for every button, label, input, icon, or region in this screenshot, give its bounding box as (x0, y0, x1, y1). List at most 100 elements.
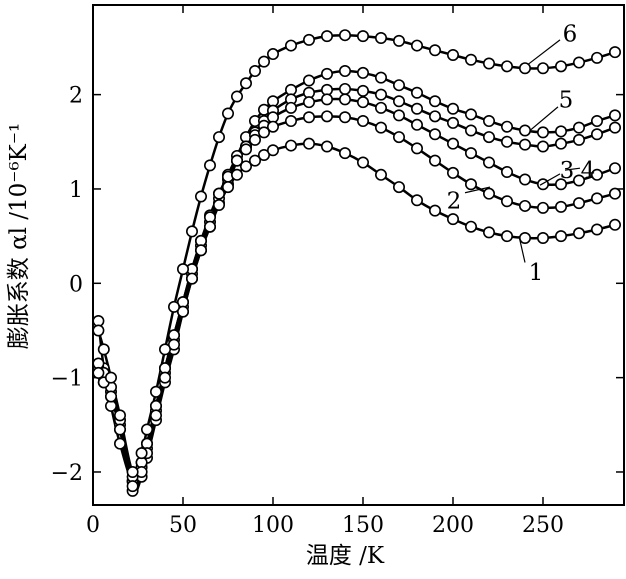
curve-label-leader (539, 173, 561, 186)
data-point (446, 137, 459, 150)
data-point (284, 115, 297, 128)
data-point (257, 55, 270, 68)
data-point (590, 115, 603, 128)
x-axis-title: 温度 /K (306, 543, 385, 569)
data-point (177, 305, 190, 318)
data-point (428, 44, 441, 57)
data-point (464, 220, 477, 233)
data-point (500, 165, 513, 178)
data-point (554, 200, 567, 213)
data-point (356, 96, 369, 109)
data-point (518, 173, 531, 186)
data-point (213, 199, 226, 212)
x-tick-label: 150 (342, 513, 384, 538)
data-point (338, 65, 351, 78)
data-point (590, 223, 603, 236)
data-point (500, 120, 513, 133)
data-point (446, 213, 459, 226)
data-point (482, 57, 495, 70)
data-point (536, 201, 549, 214)
data-point (392, 95, 405, 108)
data-point (464, 53, 477, 66)
data-point (518, 232, 531, 245)
data-point (608, 121, 621, 134)
data-point (608, 109, 621, 122)
data-point (482, 226, 495, 239)
data-point (536, 232, 549, 245)
data-point (518, 199, 531, 212)
data-point (105, 371, 118, 384)
data-point (204, 220, 217, 233)
data-point (356, 30, 369, 43)
data-point (249, 133, 262, 146)
data-point (392, 181, 405, 194)
data-point (518, 62, 531, 75)
data-point (186, 225, 199, 238)
data-point (410, 118, 423, 131)
curve-label-leader (527, 39, 561, 65)
data-point (482, 115, 495, 128)
plot-frame (92, 4, 625, 506)
data-point (114, 423, 127, 436)
data-point (257, 126, 270, 139)
series-curve-3 (97, 97, 616, 485)
x-tick-label: 100 (252, 513, 294, 538)
data-point (126, 480, 139, 493)
data-point (302, 74, 315, 87)
data-point (590, 51, 603, 64)
data-point (392, 131, 405, 144)
data-point (356, 84, 369, 97)
data-point (554, 178, 567, 191)
curve-label: 5 (559, 87, 574, 113)
data-point (590, 128, 603, 141)
data-point (284, 139, 297, 152)
curve-label: 2 (447, 188, 462, 214)
x-tick-label: 200 (432, 513, 474, 538)
curve-labels: 5 43 2 1 6 (447, 21, 596, 286)
data-point (554, 137, 567, 150)
data-point (338, 93, 351, 106)
curve-label: 1 (529, 260, 544, 286)
x-tick-label: 0 (86, 513, 100, 538)
data-point (500, 135, 513, 148)
data-point (231, 154, 244, 167)
y-tick-label: 1 (69, 178, 83, 203)
data-point (374, 101, 387, 114)
data-point (572, 121, 585, 134)
data-point (410, 86, 423, 99)
data-point (608, 46, 621, 59)
data-point (464, 108, 477, 121)
data-point (356, 115, 369, 128)
data-point (428, 110, 441, 123)
curve-label-leader (464, 186, 491, 194)
data-point (608, 218, 621, 231)
data-point (464, 178, 477, 191)
data-point (410, 194, 423, 207)
data-point (428, 204, 441, 217)
data-point (572, 227, 585, 240)
data-point (177, 263, 190, 276)
data-point (302, 33, 315, 46)
data-point (374, 168, 387, 181)
data-point (240, 77, 253, 90)
data-point (266, 144, 279, 157)
data-point (554, 230, 567, 243)
data-point (482, 156, 495, 169)
series-curve-1 (97, 142, 616, 490)
data-point (464, 124, 477, 137)
data-point (338, 147, 351, 160)
curve-label-leader (518, 235, 526, 263)
data-point (572, 133, 585, 146)
data-point (266, 48, 279, 61)
curve-label-leader (529, 106, 559, 131)
data-point (213, 131, 226, 144)
data-point (500, 60, 513, 73)
y-tick-label: 0 (69, 272, 83, 297)
data-point (464, 147, 477, 160)
data-point (590, 192, 603, 205)
series-curve-4 (97, 87, 616, 494)
data-point (240, 143, 253, 156)
curve-label: 6 (563, 21, 578, 47)
